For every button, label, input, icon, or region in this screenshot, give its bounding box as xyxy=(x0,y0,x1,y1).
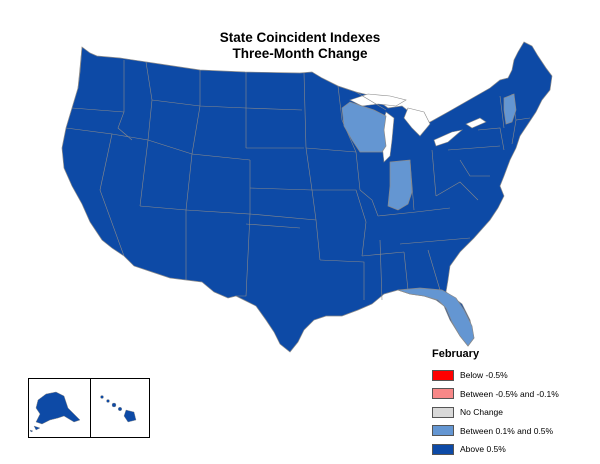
alaska-hawaii-inset xyxy=(28,378,150,438)
legend-swatch-below xyxy=(432,369,454,381)
state-florida xyxy=(397,287,475,347)
legend-item-above: Above 0.5% xyxy=(432,440,592,459)
contiguous-us xyxy=(61,41,553,353)
legend-label-slight-decline: Between -0.5% and -0.1% xyxy=(460,388,559,399)
legend-swatch-slight-decline xyxy=(432,388,454,400)
state-hawaii xyxy=(100,395,137,423)
legend-swatch-slight-growth xyxy=(432,425,454,437)
legend-item-no-change: No Change xyxy=(432,403,592,422)
title-line-2: Three-Month Change xyxy=(232,46,368,61)
legend-item-below: Below -0.5% xyxy=(432,366,592,385)
legend-item-slight-decline: Between -0.5% and -0.1% xyxy=(432,385,592,404)
state-vermont xyxy=(503,93,517,125)
legend-label-above: Above 0.5% xyxy=(460,444,506,455)
state-borders xyxy=(65,46,531,301)
legend-label-slight-growth: Between 0.1% and 0.5% xyxy=(460,425,554,436)
legend-label-below: Below -0.5% xyxy=(460,370,508,381)
alaska-islands xyxy=(29,425,41,433)
lake-erie xyxy=(433,129,464,147)
map-legend: February Below -0.5% Between -0.5% and -… xyxy=(432,348,592,459)
legend-item-slight-growth: Between 0.1% and 0.5% xyxy=(432,422,592,441)
state-indiana xyxy=(387,159,413,211)
legend-swatch-no-change xyxy=(432,406,454,418)
state-wisconsin xyxy=(341,101,387,153)
map-title: State Coincident Indexes Three-Month Cha… xyxy=(0,30,600,62)
lake-ontario xyxy=(465,117,487,129)
inset-divider xyxy=(90,379,91,437)
legend-label-no-change: No Change xyxy=(460,407,504,418)
title-line-1: State Coincident Indexes xyxy=(219,30,381,45)
state-alaska xyxy=(35,391,81,425)
lake-huron xyxy=(403,107,431,137)
legend-title: February xyxy=(432,348,480,360)
legend-swatch-above xyxy=(432,443,454,455)
